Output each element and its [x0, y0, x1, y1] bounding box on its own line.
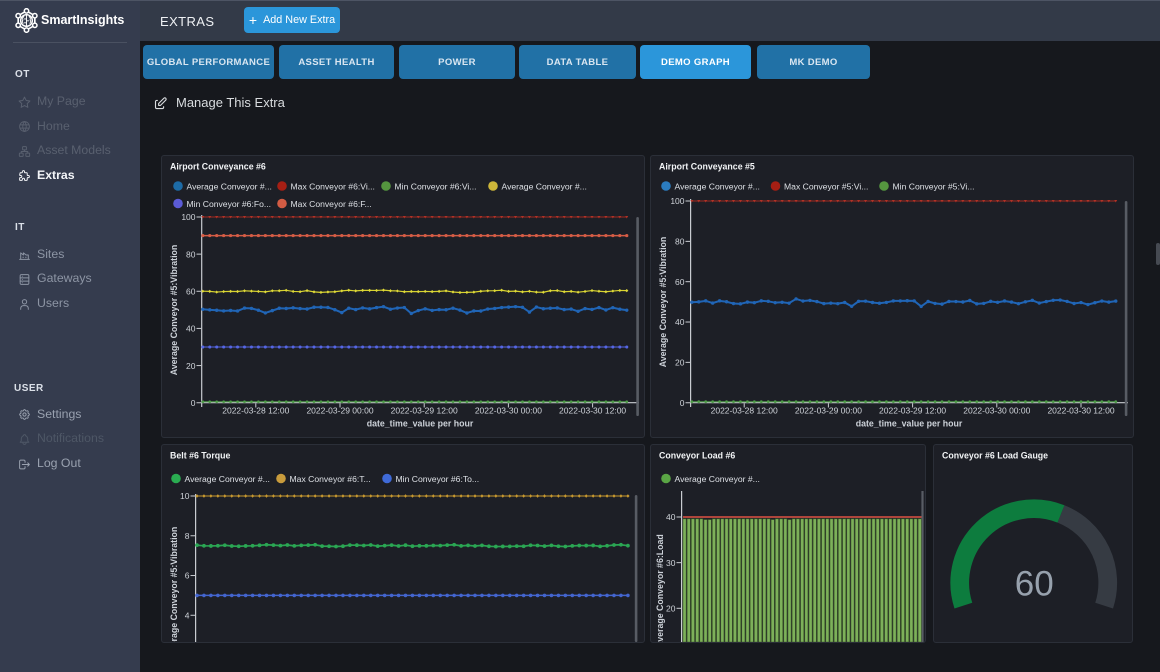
svg-text:60: 60 — [1015, 565, 1054, 604]
svg-text:Max Conveyor #6:F...: Max Conveyor #6:F... — [291, 199, 372, 209]
svg-text:Average Conveyor #5:Vibration: Average Conveyor #5:Vibration — [169, 245, 179, 376]
svg-text:0: 0 — [191, 398, 196, 408]
svg-text:Max Conveyor #5:Vi...: Max Conveyor #5:Vi... — [784, 181, 868, 191]
svg-text:30: 30 — [666, 558, 676, 568]
svg-text:2022-03-29 12:00: 2022-03-29 12:00 — [391, 406, 458, 416]
svg-text:Min Conveyor #5:Vi...: Min Conveyor #5:Vi... — [893, 181, 975, 191]
svg-text:2022-03-29 00:00: 2022-03-29 00:00 — [306, 406, 373, 416]
svg-text:2022-03-30 12:00: 2022-03-30 12:00 — [1047, 406, 1114, 416]
svg-text:6: 6 — [185, 571, 190, 581]
svg-text:Average Conveyor #...: Average Conveyor #... — [187, 181, 272, 191]
svg-text:2022-03-30 00:00: 2022-03-30 00:00 — [475, 406, 542, 416]
svg-text:Belt #6 Torque: Belt #6 Torque — [170, 451, 231, 461]
svg-text:Average Conveyor #...: Average Conveyor #... — [502, 181, 587, 191]
svg-text:Max Conveyor #6:Vi...: Max Conveyor #6:Vi... — [291, 181, 375, 191]
svg-text:Conveyor #6 Load Gauge: Conveyor #6 Load Gauge — [942, 451, 1048, 461]
svg-text:60: 60 — [675, 277, 685, 287]
svg-text:2022-03-30 12:00: 2022-03-30 12:00 — [559, 406, 626, 416]
svg-text:Min Conveyor #6:Fo...: Min Conveyor #6:Fo... — [187, 199, 272, 209]
svg-text:Average Conveyor #6:Load: Average Conveyor #6:Load — [655, 534, 665, 642]
svg-text:Average Conveyor #5:Vibration: Average Conveyor #5:Vibration — [169, 527, 179, 642]
svg-text:0: 0 — [680, 398, 685, 408]
svg-text:40: 40 — [186, 324, 196, 334]
svg-text:2022-03-29 00:00: 2022-03-29 00:00 — [795, 406, 862, 416]
svg-text:Min Conveyor #6:To...: Min Conveyor #6:To... — [396, 474, 480, 484]
svg-text:80: 80 — [186, 249, 196, 259]
svg-text:2022-03-28 12:00: 2022-03-28 12:00 — [222, 406, 289, 416]
svg-text:Average Conveyor #...: Average Conveyor #... — [675, 181, 760, 191]
svg-text:date_time_value per hour: date_time_value per hour — [856, 419, 963, 429]
svg-text:Average Conveyor #...: Average Conveyor #... — [675, 474, 760, 484]
svg-text:Min Conveyor #6:Vi...: Min Conveyor #6:Vi... — [395, 181, 477, 191]
svg-text:100: 100 — [670, 196, 684, 206]
svg-text:Airport Conveyance #6: Airport Conveyance #6 — [170, 162, 266, 172]
svg-text:4: 4 — [185, 610, 190, 620]
svg-text:60: 60 — [186, 286, 196, 296]
svg-text:Max Conveyor #6:T...: Max Conveyor #6:T... — [290, 474, 371, 484]
svg-text:100: 100 — [181, 212, 195, 222]
svg-text:date_time_value per hour: date_time_value per hour — [367, 419, 474, 429]
svg-text:2022-03-28 12:00: 2022-03-28 12:00 — [711, 406, 778, 416]
svg-text:Average Conveyor #...: Average Conveyor #... — [185, 474, 270, 484]
svg-text:40: 40 — [666, 512, 676, 522]
svg-text:20: 20 — [186, 361, 196, 371]
svg-text:Average Conveyor #5:Vibration: Average Conveyor #5:Vibration — [658, 237, 668, 368]
svg-text:40: 40 — [675, 317, 685, 327]
svg-text:Airport Conveyance #5: Airport Conveyance #5 — [659, 162, 755, 172]
svg-text:20: 20 — [666, 604, 676, 614]
svg-text:2022-03-29 12:00: 2022-03-29 12:00 — [879, 406, 946, 416]
svg-text:80: 80 — [675, 237, 685, 247]
svg-text:8: 8 — [185, 531, 190, 541]
svg-text:20: 20 — [675, 358, 685, 368]
svg-text:10: 10 — [180, 491, 190, 501]
svg-text:Conveyor Load #6: Conveyor Load #6 — [659, 451, 735, 461]
svg-text:2022-03-30 00:00: 2022-03-30 00:00 — [963, 406, 1030, 416]
